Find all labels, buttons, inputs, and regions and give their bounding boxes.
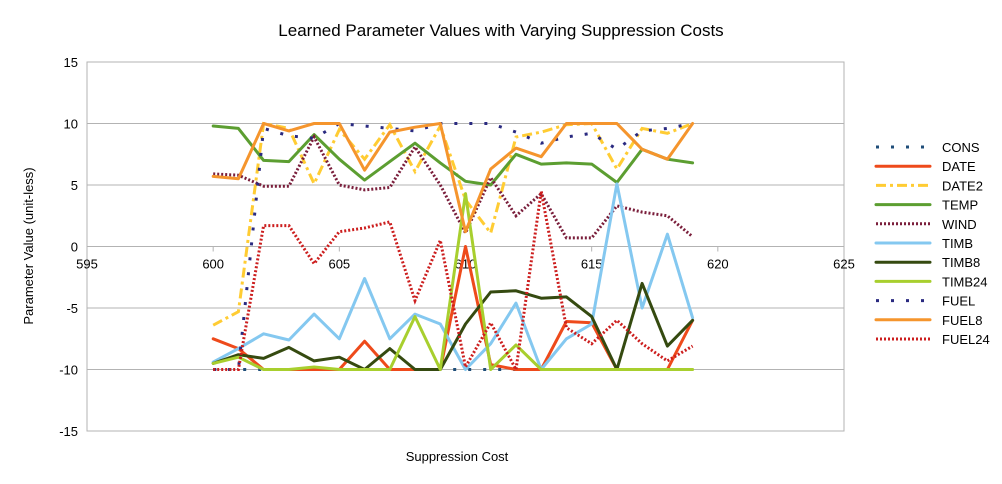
x-tick-label: 605 [328, 257, 350, 272]
legend-label-date: DATE [942, 159, 976, 174]
legend-label-cons: CONS [942, 140, 980, 155]
y-tick-label: 10 [64, 117, 78, 132]
y-tick-label: 15 [64, 55, 78, 70]
y-tick-label: -15 [59, 424, 78, 439]
legend-label-timb8: TIMB8 [942, 255, 980, 270]
x-tick-label: 620 [707, 257, 729, 272]
x-tick-labels: 595 600 605 610 615 620 625 [76, 257, 855, 272]
legend-label-timb24: TIMB24 [942, 274, 988, 289]
y-tick-labels: -15 -10 -5 0 5 10 15 [59, 55, 78, 439]
series-line-date2 [212, 121, 694, 327]
series-lines [211, 121, 695, 375]
legend-label-fuel8: FUEL8 [942, 313, 982, 328]
y-tick-label: 0 [71, 240, 78, 255]
y-tick-label: -10 [59, 363, 78, 378]
series-line-fuel24 [213, 190, 694, 375]
y-tick-label: -5 [66, 301, 78, 316]
x-tick-label: 600 [202, 257, 224, 272]
chart-title: Learned Parameter Values with Varying Su… [278, 21, 723, 40]
series-line-timb24 [211, 192, 695, 371]
y-axis-title: Parameter Value (unit-less) [21, 167, 36, 324]
x-axis-title: Suppression Cost [406, 449, 509, 464]
x-tick-label: 595 [76, 257, 98, 272]
series-line-fuel8 [211, 122, 695, 234]
series-line-wind [213, 133, 694, 240]
legend-label-wind: WIND [942, 217, 977, 232]
x-tick-label: 615 [581, 257, 603, 272]
x-tick-label: 610 [455, 257, 477, 272]
y-tick-label: 5 [71, 178, 78, 193]
series-line-timb8 [211, 281, 695, 371]
legend-label-date2: DATE2 [942, 178, 983, 193]
legend-label-fuel24: FUEL24 [942, 332, 990, 347]
legend-label-fuel: FUEL [942, 294, 975, 309]
legend-label-timb: TIMB [942, 236, 973, 251]
series-line-fuel [213, 121, 693, 371]
legend: CONS DATE DATE2 TEMP WIND TIMB TIMB8 TIMB24 FUEL… [874, 140, 990, 347]
legend-label-temp: TEMP [942, 198, 978, 213]
x-tick-label: 625 [833, 257, 855, 272]
